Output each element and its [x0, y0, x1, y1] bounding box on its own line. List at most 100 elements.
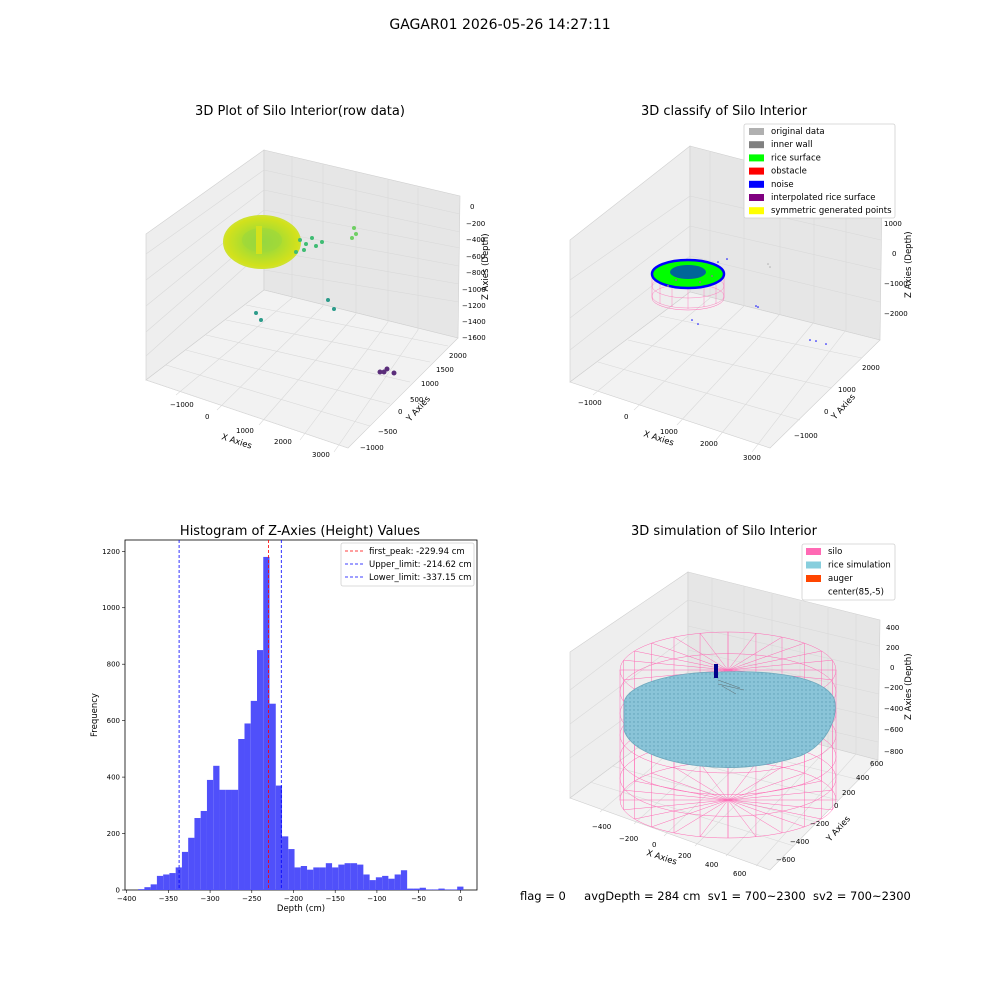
plot2-legend: original data inner wall rice surface obsta…: [743, 123, 896, 219]
plot1-ytick: 2000: [449, 352, 467, 360]
plot1-xtick: 2000: [274, 438, 292, 446]
histogram-bar: [238, 738, 245, 890]
plot1-ztick: 0: [470, 203, 474, 211]
plot4-title: 3D simulation of Silo Interior: [631, 524, 817, 539]
plot4-ytick: 400: [856, 774, 869, 782]
legend-swatch: [749, 167, 764, 175]
y-tick-label: 400: [107, 774, 120, 782]
x-tick-label: −200: [284, 895, 303, 903]
histogram-bar: [363, 874, 370, 890]
plot4-rice-surface: [623, 671, 836, 768]
histogram-bar: [269, 703, 276, 890]
plot4-xlabel: X Axies: [645, 848, 678, 867]
x-tick-label: −400: [117, 895, 136, 903]
histogram-bar: [200, 810, 207, 890]
plot1-ytick: 1500: [436, 366, 454, 374]
plot1-xtick: 3000: [312, 451, 330, 459]
legend-label: inner wall: [771, 140, 812, 150]
status-sv2: sv2 = 700~2300: [812, 889, 911, 903]
plot4-legend: silo rice simulation auger center(85,-5): [801, 543, 896, 601]
legend-swatch: [749, 141, 764, 149]
plot2-zticks: 1000 0 −1000 −2000: [884, 220, 908, 318]
histogram-bar: [181, 851, 189, 890]
plot4-ytick: −400: [790, 838, 809, 846]
histogram-bar: [313, 867, 320, 890]
histogram-bar: [300, 866, 308, 890]
histogram-bar: [438, 888, 445, 890]
plot1-ytick: 1000: [421, 380, 439, 388]
plot1-title: 3D Plot of Silo Interior(row data): [195, 104, 405, 119]
histogram-bar: [156, 875, 164, 890]
y-tick-label: 200: [107, 830, 120, 838]
y-tick-label: 1200: [102, 548, 120, 556]
y-tick-label: 600: [107, 717, 120, 725]
histogram-bar: [394, 874, 401, 890]
plot4-ytick: 600: [870, 760, 883, 768]
legend-label: obstacle: [771, 167, 807, 177]
plot4-xtick: 200: [678, 852, 691, 860]
plot4-xtick: 0: [652, 841, 656, 849]
legend-swatch: [749, 128, 764, 135]
legend-label: symmetric generated points: [771, 206, 892, 216]
plot2-xtick: 3000: [743, 454, 761, 462]
plot3-xticks: −400 −350 −300 −250 −200 −150 −100 −50 0: [117, 890, 463, 903]
x-tick-label: −50: [411, 895, 426, 903]
plot2-yticks: −1000 0 1000 2000: [794, 364, 880, 440]
histogram-bar: [175, 867, 182, 890]
plot1-yticks: −1000 −500 0 500 1000 1500 2000: [360, 352, 467, 452]
plot1-ztick: −1000: [462, 286, 486, 294]
status-line: flag = 0 avgDepth = 284 cm sv1 = 700~230…: [520, 889, 911, 903]
plot3-vlines: [178, 540, 282, 890]
plot4-ztick: −200: [884, 684, 903, 692]
legend-swatch: [749, 154, 764, 162]
histogram-bar: [400, 870, 408, 890]
x-tick-label: −300: [200, 895, 219, 903]
plot1-3d-axes: [145, 149, 461, 453]
plot4-ylabel: Y Axies: [824, 814, 853, 845]
plot4-xticks: −400 −200 0 200 400 600: [592, 823, 746, 878]
histogram-bar: [169, 873, 176, 890]
plot2-ytick: 2000: [862, 364, 880, 372]
plot2-zlabel: Z Axies (Depth): [904, 231, 914, 298]
plot4-zlabel: Z Axies (Depth): [904, 653, 914, 720]
legend-label: Lower_limit: -337.15 cm: [369, 573, 471, 583]
plot2-ztick: 0: [892, 250, 896, 258]
plot1-xtick: −1000: [170, 401, 194, 409]
legend-swatch: [806, 575, 821, 582]
plot1-xtick: 0: [205, 413, 209, 421]
histogram-bar: [263, 556, 270, 890]
x-tick-label: −250: [242, 895, 261, 903]
histogram-bar: [407, 888, 414, 890]
plot4-ytick: 200: [842, 789, 855, 797]
status-sv1: sv1 = 700~2300: [707, 889, 806, 903]
legend-swatch: [806, 548, 821, 555]
legend-label: rice simulation: [828, 561, 891, 571]
histogram-bar: [144, 887, 151, 890]
plot1-ztick: −1400: [462, 318, 486, 326]
plot2-ylabel: Y Axies: [829, 392, 858, 423]
histogram-bar: [344, 863, 351, 890]
histogram-bar: [375, 877, 383, 890]
histogram-bar: [294, 867, 301, 890]
plot1-ytick: 0: [398, 408, 402, 416]
plot1-ztick: −1600: [462, 334, 486, 342]
plot3-title: Histogram of Z-Axies (Height) Values: [179, 524, 421, 539]
histogram-bar: [138, 889, 145, 890]
histogram-bar: [319, 867, 326, 890]
plot4-zticks: 400 200 0 −200 −400 −600 −800: [884, 624, 903, 756]
x-tick-label: −350: [159, 895, 178, 903]
histogram-bar: [163, 874, 170, 890]
plot3-legend: first_peak: -229.94 cm Upper_limit: -214.…: [340, 542, 475, 587]
plot2-xtick: 2000: [700, 440, 718, 448]
histogram-bar: [425, 889, 433, 890]
histogram-bar: [282, 836, 289, 890]
histogram-bar: [188, 837, 195, 890]
legend-swatch: [749, 180, 764, 188]
plot2-points: [650, 258, 827, 345]
plot1-ytick: −500: [378, 428, 397, 436]
plot4-xtick: −200: [619, 835, 638, 843]
y-tick-label: 0: [116, 887, 120, 895]
plot1-ztick: −1200: [462, 302, 486, 310]
histogram-bar: [225, 789, 232, 890]
histogram-bar: [206, 779, 214, 890]
